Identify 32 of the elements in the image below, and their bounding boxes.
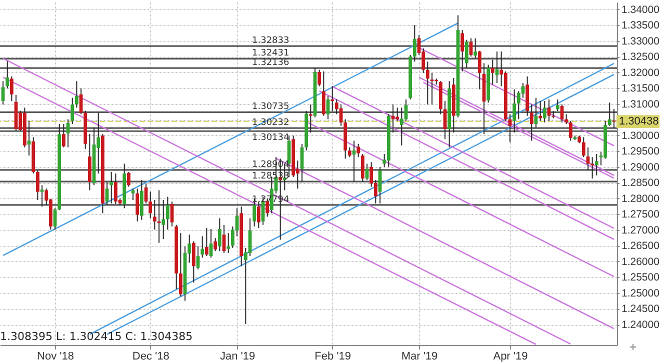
ref-line-label: 1.30735 — [252, 102, 290, 112]
y-tick-label: 1.31000 — [622, 98, 660, 110]
x-tick-label: Mar '19 — [401, 350, 438, 362]
x-tick-label: Feb '19 — [314, 350, 352, 362]
annotation: 1.308395 L: 1.302415 C: 1.304385 — [0, 330, 193, 343]
x-tick-label: Nov '18 — [37, 350, 74, 362]
y-tick-label: 1.26000 — [622, 256, 660, 268]
y-tick-label: 1.33000 — [622, 35, 660, 48]
ref-line-label: 1.30438 — [619, 116, 659, 128]
x-tick-label: Dec '18 — [132, 350, 170, 362]
y-tick-label: 1.26500 — [622, 240, 660, 252]
x-tick-label: Apr '19 — [493, 350, 528, 362]
y-tick-label: 1.28500 — [622, 177, 660, 190]
y-tick-label: 1.32500 — [622, 51, 660, 64]
y-tick-label: 1.25000 — [622, 287, 660, 300]
y-tick-label: 1.31500 — [622, 82, 660, 95]
y-tick-label: 1.33500 — [622, 20, 660, 32]
y-tick-label: 1.24500 — [622, 303, 660, 316]
y-tick-label: 1.29000 — [622, 161, 660, 174]
y-tick-label: 1.30000 — [622, 130, 660, 142]
y-tick-label: 1.32000 — [622, 66, 660, 79]
x-tick-label: Jan '19 — [220, 350, 256, 362]
y-tick-label: 1.29500 — [622, 146, 660, 158]
y-tick-label: 1.34000 — [622, 4, 660, 16]
ref-line-label: 1.32431 — [252, 48, 290, 59]
y-tick-label: 1.27500 — [622, 208, 660, 221]
ref-line-label: 1.32136 — [252, 58, 290, 68]
y-tick-label: 1.27000 — [622, 224, 660, 236]
y-tick-label: 1.25500 — [622, 272, 660, 284]
ref-line-label: 1.32833 — [252, 36, 290, 46]
y-tick-label: 1.28000 — [622, 192, 660, 205]
y-tick-label: 1.24000 — [622, 319, 660, 332]
